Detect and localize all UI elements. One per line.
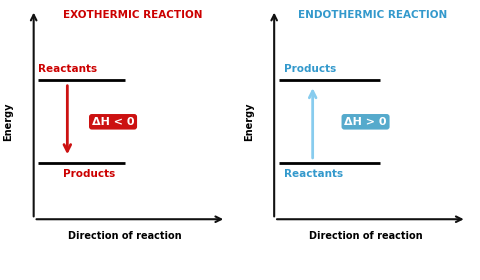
Text: Reactants: Reactants (283, 169, 342, 179)
Text: Products: Products (62, 169, 115, 179)
Text: Energy: Energy (3, 102, 13, 141)
Text: Reactants: Reactants (38, 64, 97, 74)
Text: Direction of reaction: Direction of reaction (308, 231, 421, 241)
Text: Direction of reaction: Direction of reaction (68, 231, 181, 241)
Text: ENDOTHERMIC REACTION: ENDOTHERMIC REACTION (298, 10, 446, 20)
Text: ΔH < 0: ΔH < 0 (92, 117, 134, 127)
Text: Products: Products (283, 64, 336, 74)
Text: EXOTHERMIC REACTION: EXOTHERMIC REACTION (62, 10, 202, 20)
Text: ΔH > 0: ΔH > 0 (344, 117, 386, 127)
Text: Energy: Energy (243, 102, 253, 141)
